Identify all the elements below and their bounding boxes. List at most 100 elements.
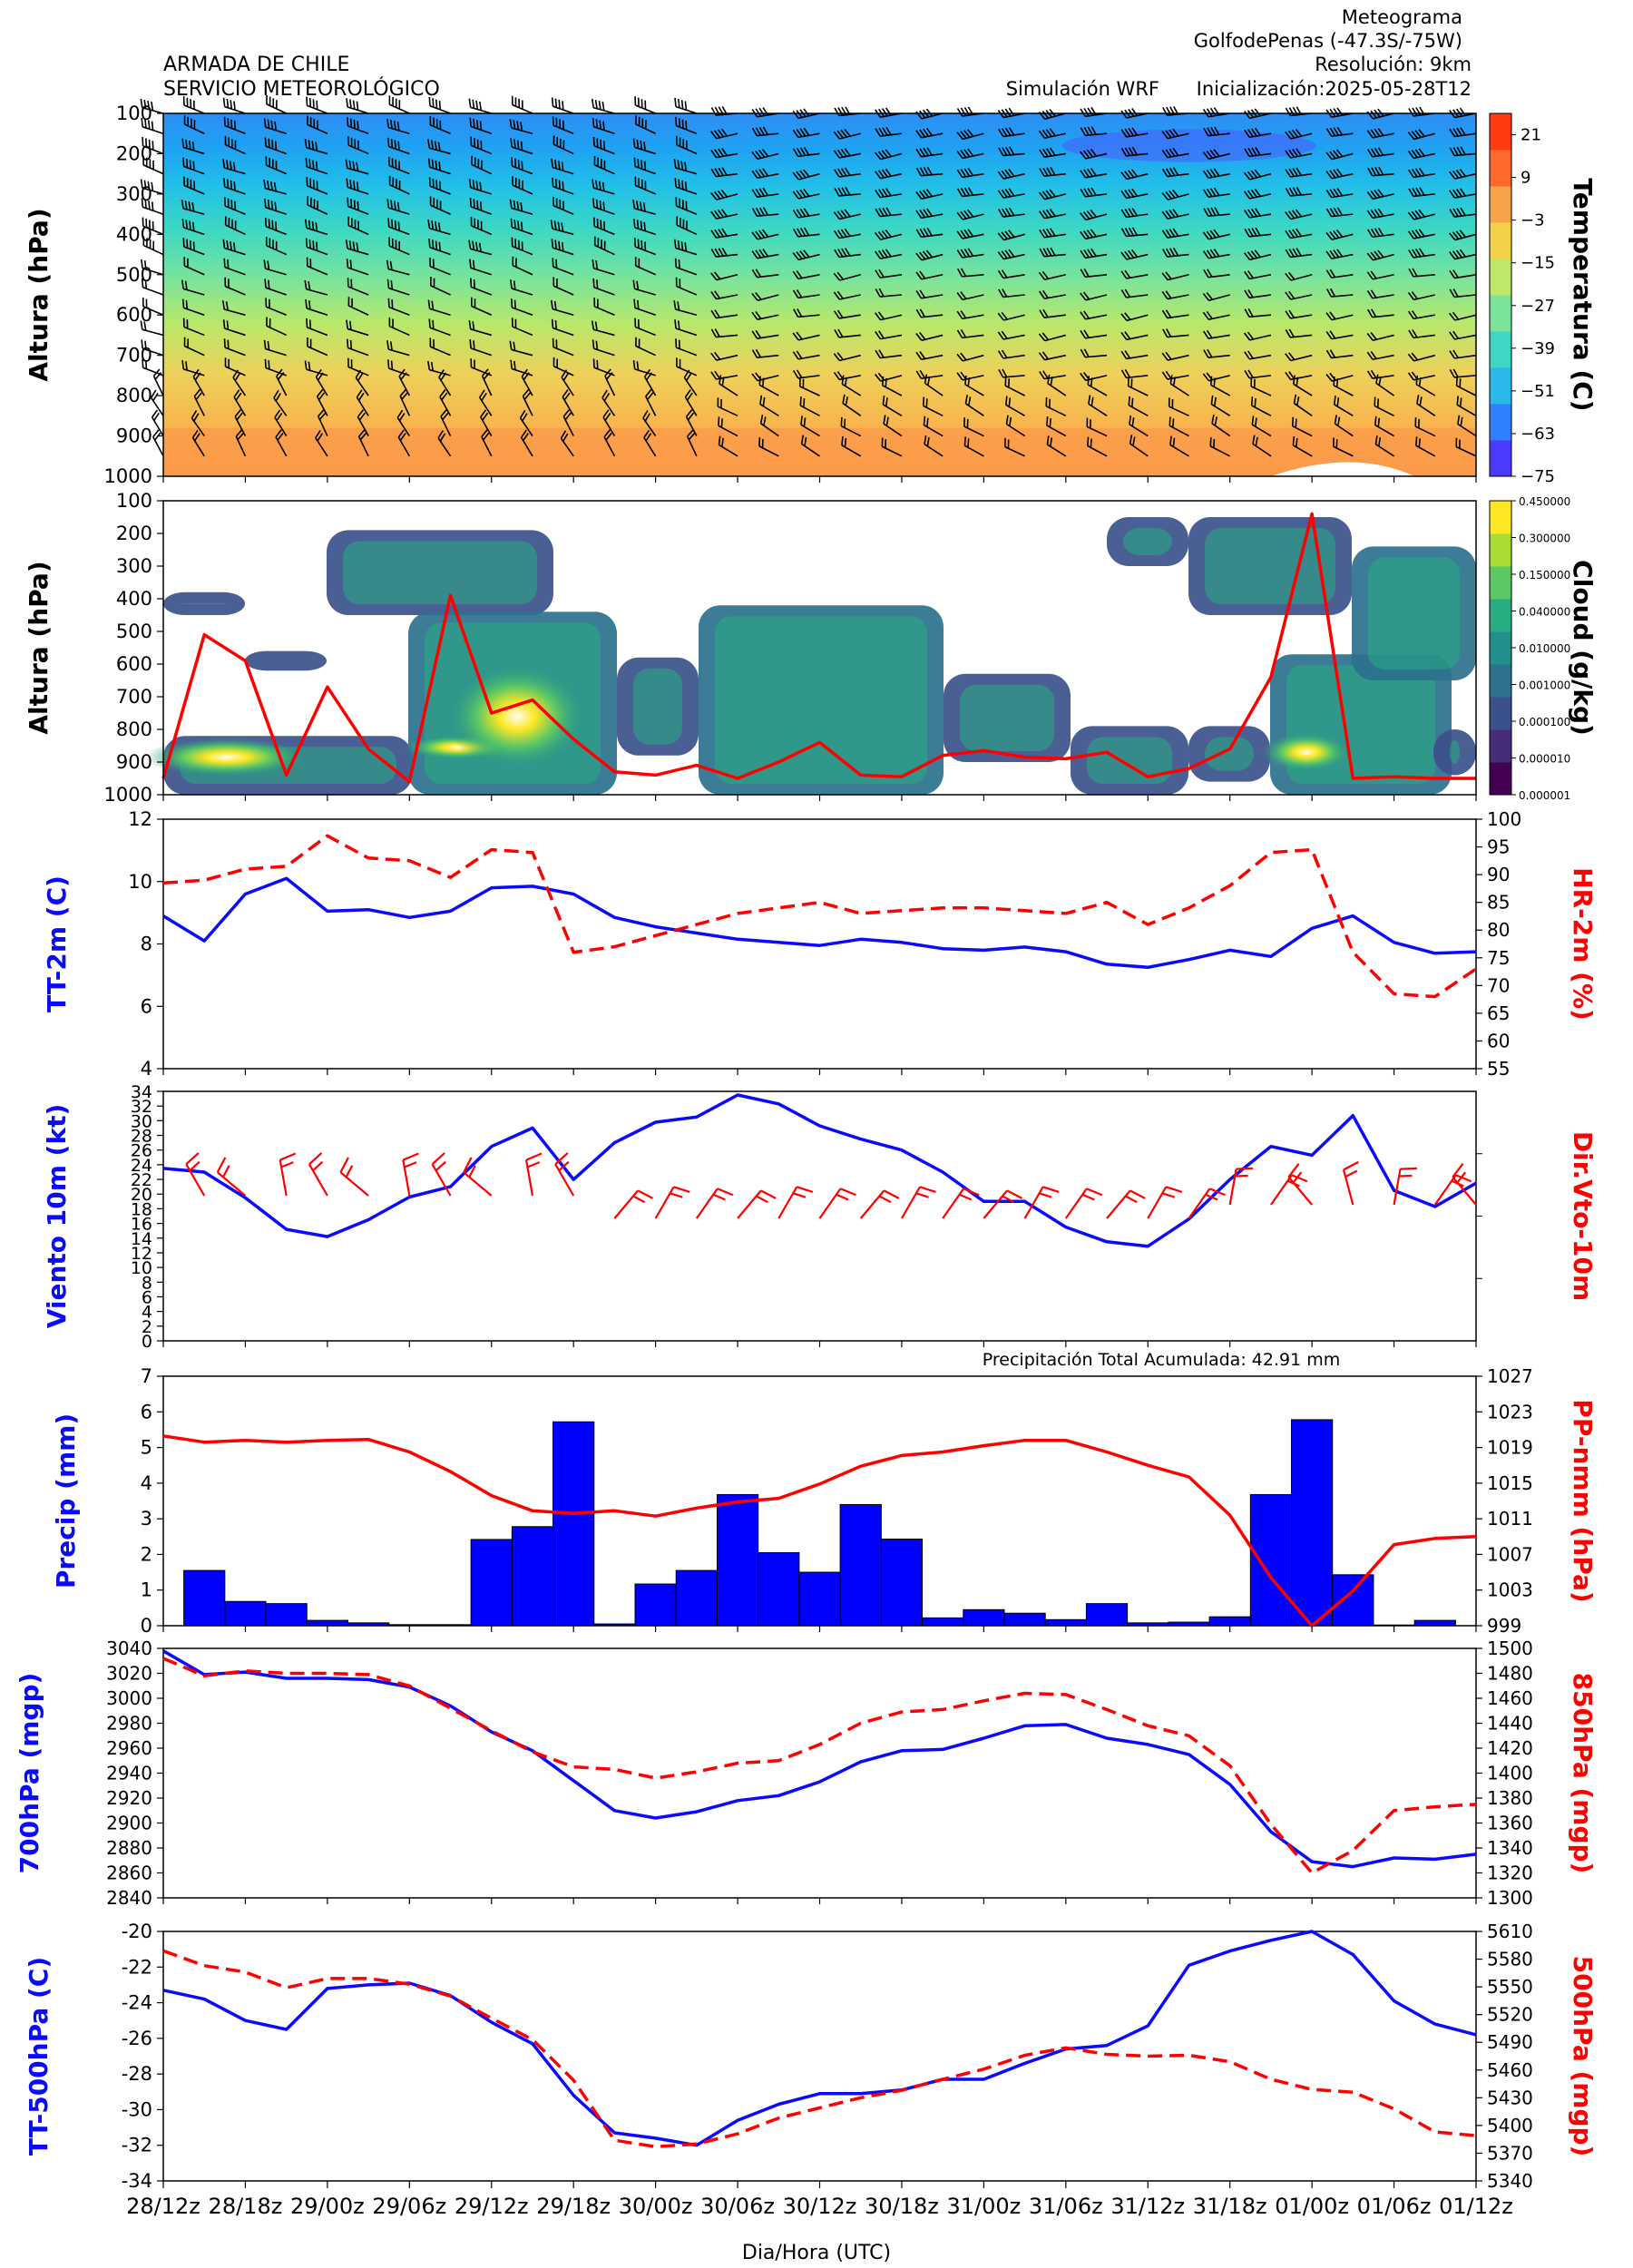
wind-direction-staff bbox=[1393, 1168, 1402, 1206]
wind-direction-feather bbox=[526, 1161, 541, 1168]
wind-barb-staff bbox=[757, 354, 779, 358]
wind-barb-feather bbox=[315, 369, 322, 377]
wind-barb-feather bbox=[1169, 129, 1176, 138]
wind-barb-feather bbox=[1456, 189, 1462, 198]
precip-left-tick-label: 2 bbox=[141, 1543, 152, 1565]
wind-barb-feather bbox=[1203, 208, 1209, 217]
wind-barb-feather bbox=[1247, 289, 1254, 298]
wind-barb bbox=[676, 216, 698, 236]
z500-right-tick-label: 5400 bbox=[1487, 2115, 1533, 2136]
wind-barb-feather bbox=[517, 220, 520, 230]
wind-barb bbox=[675, 277, 698, 296]
wind-barb-feather bbox=[1165, 271, 1172, 280]
wind-barb-feather bbox=[919, 332, 926, 340]
wind-barb-feather bbox=[845, 396, 849, 406]
wind-barb-feather bbox=[1407, 372, 1414, 381]
wind-barb-feather bbox=[1130, 397, 1134, 407]
wind-barb bbox=[601, 389, 616, 416]
wind-barb-feather bbox=[1455, 249, 1462, 259]
wind-barb-feather bbox=[751, 269, 758, 279]
wind-barb-feather bbox=[643, 161, 647, 171]
wind-barb-feather bbox=[675, 277, 678, 287]
wind-barb-feather bbox=[267, 180, 270, 190]
cloud-colorbar-label: 0.010000 bbox=[1519, 642, 1570, 655]
wind-barb-feather bbox=[271, 140, 274, 150]
wind-barb-feather bbox=[1366, 191, 1374, 200]
wind-barb-feather bbox=[186, 239, 189, 249]
wind-barb-feather bbox=[140, 320, 143, 330]
wind-barb-staff bbox=[552, 247, 574, 256]
wind-barb-staff bbox=[266, 325, 287, 337]
wind-barb-feather bbox=[967, 167, 974, 176]
wind-barb-feather bbox=[680, 241, 684, 250]
wind-barb bbox=[956, 268, 984, 278]
wind-barb-feather bbox=[311, 141, 315, 151]
wind-barb-feather bbox=[755, 169, 762, 178]
wind-barb-staff bbox=[397, 436, 411, 457]
wind-barb bbox=[674, 258, 698, 276]
wind-barb bbox=[469, 338, 493, 357]
wind-direction-feather bbox=[435, 1160, 446, 1172]
cloud-y-label: Altura (hPa) bbox=[24, 561, 54, 734]
wind-barb-feather bbox=[1449, 171, 1456, 180]
wind-barb-feather bbox=[875, 288, 881, 298]
wind-barb-feather bbox=[305, 157, 308, 167]
wind-barb-feather bbox=[390, 279, 394, 289]
wind-barb-feather bbox=[1336, 229, 1344, 238]
wind-direction-barb bbox=[695, 1188, 734, 1219]
wind-barb bbox=[1005, 415, 1026, 437]
wind-barb bbox=[956, 352, 984, 362]
wind-barb-feather bbox=[640, 99, 643, 109]
wind-barb-feather bbox=[439, 200, 442, 210]
wind-barb-staff bbox=[1129, 443, 1149, 457]
wind-direction-staff bbox=[818, 1188, 842, 1219]
wind-barb-feather bbox=[195, 392, 202, 401]
wind-barb-feather bbox=[792, 289, 799, 298]
wind-barb-feather bbox=[721, 437, 724, 447]
wind-barb-feather bbox=[1377, 249, 1384, 259]
wind-barb-feather bbox=[1247, 369, 1254, 378]
wind-barb bbox=[304, 360, 328, 376]
wind-barb-feather bbox=[1090, 248, 1097, 257]
wind-direction-feather bbox=[402, 1152, 419, 1161]
wind-barb bbox=[388, 317, 410, 337]
wind-barb-feather bbox=[960, 291, 967, 299]
wind-barb-feather bbox=[1449, 269, 1455, 279]
wind-barb-feather bbox=[926, 127, 934, 136]
wind-barb-feather bbox=[1333, 249, 1340, 259]
wind-barb-feather bbox=[721, 228, 728, 237]
wind-direction-barb bbox=[463, 1157, 493, 1197]
wind-barb bbox=[183, 176, 205, 195]
wind-barb bbox=[603, 429, 616, 457]
geopot-left-tick-label: 2860 bbox=[106, 1862, 152, 1884]
wind-barb-feather bbox=[926, 147, 933, 156]
wind-barb bbox=[1367, 166, 1394, 177]
wind-barb-feather bbox=[796, 228, 803, 237]
wind-barb-feather bbox=[960, 169, 967, 178]
wind-barb-feather bbox=[956, 372, 963, 381]
wind-barb-feather bbox=[677, 301, 680, 311]
wind-barb-feather bbox=[308, 220, 311, 230]
wind-barb bbox=[634, 96, 656, 114]
wind-barb bbox=[1408, 167, 1435, 179]
wind-barb-staff bbox=[142, 347, 164, 357]
wind-barb-feather bbox=[875, 128, 881, 137]
wind-barb-feather bbox=[1292, 148, 1299, 157]
precip-total-label: Precipitación Total Acumulada: 42.91 mm bbox=[983, 1350, 1340, 1370]
wind-barb-feather bbox=[267, 260, 270, 270]
wind-barb-feather bbox=[956, 169, 963, 178]
wind-barb-feather bbox=[1161, 249, 1169, 258]
precip-bar bbox=[224, 1600, 267, 1627]
wind-barb-feather bbox=[264, 279, 267, 288]
wind-barb-feather bbox=[1456, 127, 1462, 136]
geopot-right-tick-label: 1360 bbox=[1487, 1813, 1533, 1834]
wind-barb-feather bbox=[1292, 375, 1296, 385]
wind-barb-feather bbox=[595, 260, 599, 270]
wind-barb-feather bbox=[1169, 435, 1172, 445]
wind-barb bbox=[792, 208, 820, 219]
wind-barb-feather bbox=[1001, 208, 1008, 217]
wind-barb-feather bbox=[1080, 269, 1086, 278]
wind-barb-feather bbox=[1128, 249, 1135, 259]
wind-barb-feather bbox=[673, 159, 677, 169]
wind-barb-feather bbox=[269, 96, 271, 106]
